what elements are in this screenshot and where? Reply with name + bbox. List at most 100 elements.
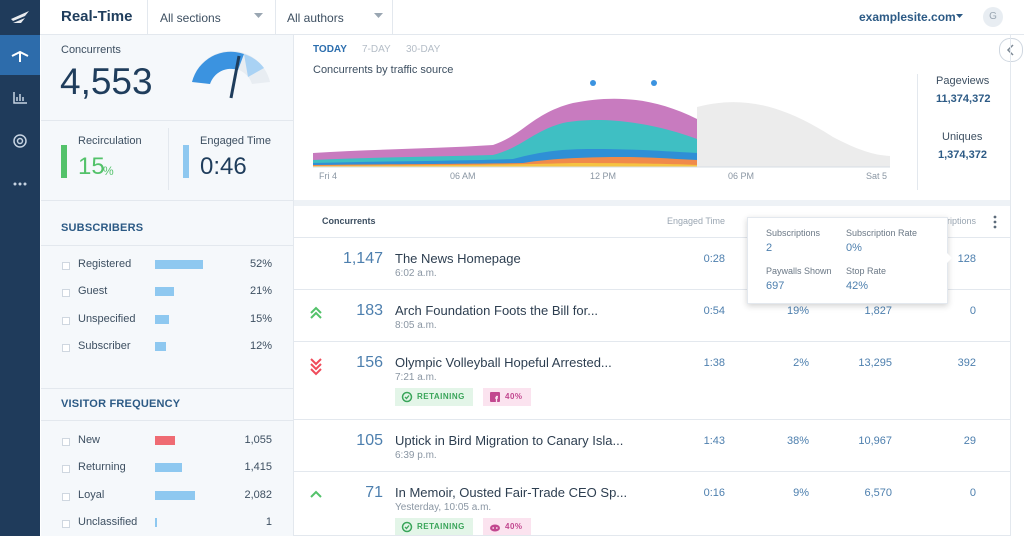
section-filter[interactable]: All sections — [160, 11, 221, 25]
row-label: Returning — [78, 461, 126, 474]
article-title[interactable]: In Memoir, Ousted Fair-Trade CEO Sp... — [395, 485, 628, 500]
engaged-bar — [183, 145, 189, 178]
metric: 0:16 — [703, 487, 725, 499]
x-axis-label: 06 AM — [450, 171, 476, 181]
tab[interactable]: 7-DAY — [362, 44, 391, 55]
pageviews-label: Pageviews — [936, 75, 990, 87]
collapse-button[interactable] — [999, 38, 1023, 62]
row-label: Guest — [78, 285, 108, 298]
row-value: 1,415 — [244, 461, 272, 474]
sidebar-icons — [11, 11, 29, 186]
article-title[interactable]: The News Homepage — [395, 251, 521, 266]
divider — [1010, 35, 1011, 536]
trend-icon — [309, 305, 323, 324]
concurrents-label: Concurrents — [61, 44, 121, 56]
checkbox — [62, 519, 70, 528]
sidebar — [0, 0, 40, 536]
metric: 0:54 — [703, 305, 725, 317]
row-value: 15% — [249, 312, 272, 325]
uniques-value: 1,374,372 — [938, 149, 987, 161]
column-header[interactable]: Engaged Time — [666, 216, 725, 226]
recirculation-label: Recirculation — [78, 135, 142, 147]
trend-arrows — [310, 306, 322, 319]
tooltip-label: Paywalls Shown — [766, 266, 832, 276]
bar — [155, 517, 157, 527]
metric: 0 — [969, 487, 976, 499]
checkbox — [62, 492, 70, 501]
trend-arrows — [310, 490, 322, 498]
checkbox — [62, 289, 70, 298]
row-value: 1,055 — [244, 434, 272, 446]
badge-icon — [490, 392, 500, 402]
metric: 13,295 — [858, 357, 892, 369]
tooltip-arrow — [945, 251, 952, 265]
article-title[interactable]: Olympic Volleyball Hopeful Arrested... — [395, 355, 612, 370]
divider — [41, 388, 293, 389]
row-divider — [294, 471, 1010, 472]
publish-time: 6:39 p.m. — [395, 450, 437, 461]
metric: 0 — [969, 305, 976, 317]
row-label: Registered — [78, 258, 132, 270]
metric: 10,967 — [858, 435, 892, 447]
trend-arrows — [310, 358, 322, 376]
tab[interactable]: TODAY — [313, 44, 347, 55]
row-value: 1 — [265, 515, 272, 528]
avatar[interactable]: G — [983, 7, 1003, 27]
engaged-time-label: Engaged Time — [200, 135, 271, 147]
divider — [41, 120, 293, 121]
badge-label: RETAINING — [417, 522, 465, 531]
badge: 40% — [483, 518, 531, 536]
row-label: Loyal — [78, 488, 105, 501]
badge-icon — [490, 524, 500, 532]
metric: 128 — [957, 253, 976, 265]
metric: 0:28 — [703, 253, 725, 265]
publish-time: Yesterday, 10:05 a.m. — [395, 502, 492, 513]
column-header[interactable]: Concurrents — [322, 216, 376, 226]
uniques-label: Uniques — [942, 131, 983, 143]
column-header[interactable]: Subscriptions — [921, 216, 976, 226]
row-label: Subscriber — [78, 339, 131, 352]
header-border — [40, 34, 1024, 35]
tooltip-label: Stop Rate — [846, 266, 887, 276]
bar — [155, 463, 183, 473]
concurrents: 1,147 — [342, 250, 383, 267]
row-value: 2,082 — [244, 488, 272, 501]
row-label: Unclassified — [78, 515, 138, 528]
article-title[interactable]: Arch Foundation Foots the Bill for... — [395, 303, 599, 318]
checkbox — [62, 262, 70, 270]
publish-time: 7:21 a.m. — [395, 372, 437, 383]
checkbox — [62, 343, 70, 352]
left-panel — [41, 35, 293, 536]
row-label: New — [78, 434, 101, 446]
metric: 1:43 — [703, 435, 725, 447]
tooltip-value: 42% — [846, 280, 869, 292]
metric: 19% — [786, 305, 809, 317]
x-axis-label: Fri 4 — [319, 171, 337, 181]
tooltip-value: 2 — [766, 242, 773, 254]
divider — [917, 74, 918, 190]
tab[interactable]: 30-DAY — [406, 44, 441, 55]
x-axis-label: Sat 5 — [866, 171, 888, 181]
divider — [147, 0, 148, 34]
site-selector[interactable]: examplesite.com — [859, 10, 956, 24]
row-divider — [294, 419, 1010, 420]
author-filter[interactable]: All authors — [287, 11, 344, 25]
metric: 392 — [957, 357, 976, 369]
recirculation-value: 15 — [78, 153, 105, 180]
checkbox — [62, 316, 70, 325]
tooltip: Subscriptions 2 Subscription Rate 0% Paywall… — [747, 217, 948, 304]
badge-label: 40% — [505, 392, 523, 401]
divider — [294, 237, 1010, 238]
divider — [275, 0, 276, 34]
visitor-frequency-title: VISITOR FREQUENCY — [61, 398, 181, 410]
publish-time: 8:05 a.m. — [395, 320, 437, 331]
bar — [155, 314, 169, 324]
more-menu[interactable] — [992, 214, 998, 230]
engaged-time-value: 0:46 — [200, 153, 247, 180]
article-title[interactable]: Uptick in Bird Migration to Canary Isla.… — [395, 433, 624, 448]
dropdown-caret — [374, 13, 383, 18]
tooltip-label: Subscription Rate — [846, 228, 918, 238]
x-axis-label: 12 PM — [590, 171, 617, 181]
tooltip-value: 697 — [766, 280, 785, 292]
